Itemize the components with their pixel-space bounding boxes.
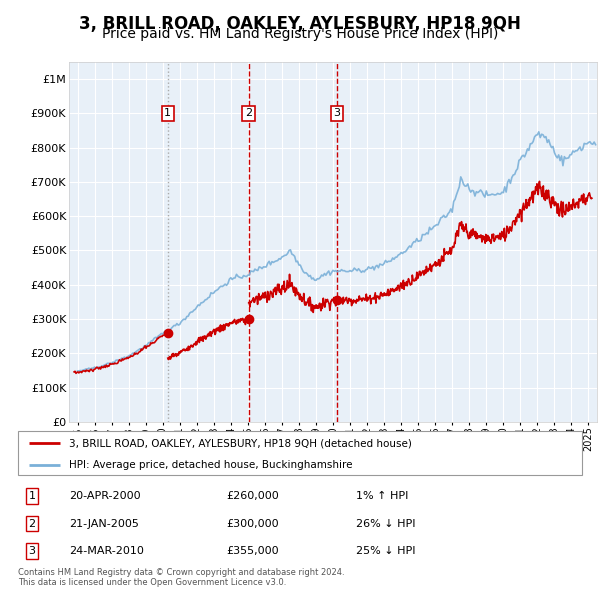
Text: £300,000: £300,000 [227, 519, 280, 529]
Text: 21-JAN-2005: 21-JAN-2005 [69, 519, 139, 529]
Text: 3, BRILL ROAD, OAKLEY, AYLESBURY, HP18 9QH (detached house): 3, BRILL ROAD, OAKLEY, AYLESBURY, HP18 9… [69, 438, 412, 448]
Text: HPI: Average price, detached house, Buckinghamshire: HPI: Average price, detached house, Buck… [69, 460, 352, 470]
Text: 1: 1 [164, 109, 171, 119]
Text: 26% ↓ HPI: 26% ↓ HPI [356, 519, 416, 529]
Text: Contains HM Land Registry data © Crown copyright and database right 2024.
This d: Contains HM Land Registry data © Crown c… [18, 568, 344, 587]
Text: 2: 2 [245, 109, 252, 119]
Text: 25% ↓ HPI: 25% ↓ HPI [356, 546, 416, 556]
Text: 3: 3 [29, 546, 35, 556]
Text: 3: 3 [334, 109, 340, 119]
Text: 1: 1 [29, 491, 35, 502]
Text: 24-MAR-2010: 24-MAR-2010 [69, 546, 143, 556]
Text: 1% ↑ HPI: 1% ↑ HPI [356, 491, 409, 502]
Text: £355,000: £355,000 [227, 546, 280, 556]
FancyBboxPatch shape [18, 431, 582, 475]
Text: £260,000: £260,000 [227, 491, 280, 502]
Text: 2: 2 [29, 519, 35, 529]
Text: Price paid vs. HM Land Registry's House Price Index (HPI): Price paid vs. HM Land Registry's House … [102, 27, 498, 41]
Text: 3, BRILL ROAD, OAKLEY, AYLESBURY, HP18 9QH: 3, BRILL ROAD, OAKLEY, AYLESBURY, HP18 9… [79, 15, 521, 33]
Text: 20-APR-2000: 20-APR-2000 [69, 491, 140, 502]
